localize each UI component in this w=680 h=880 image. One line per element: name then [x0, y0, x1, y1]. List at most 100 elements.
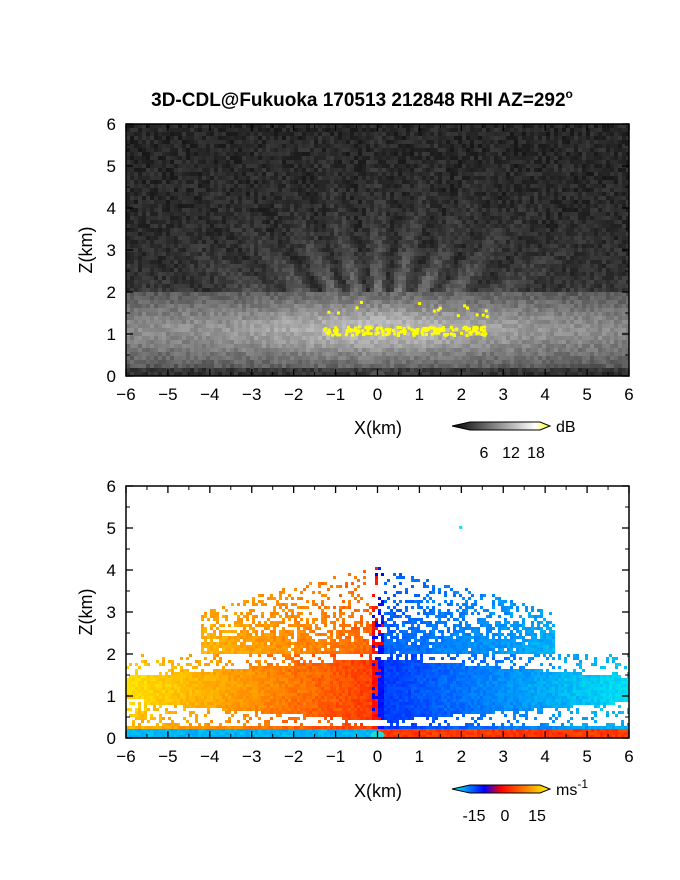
top-heatmap-cell: [414, 176, 418, 180]
top-heatmap-cell: [550, 152, 554, 156]
top-heatmap-cell: [326, 244, 330, 248]
top-heatmap-cell: [374, 224, 378, 228]
top-heatmap-cell: [394, 180, 398, 184]
top-heatmap-cell: [486, 244, 490, 248]
top-heatmap-cell: [618, 168, 622, 172]
top-heatmap-cell: [602, 188, 606, 192]
top-heatmap-cell: [382, 200, 386, 204]
top-heatmap-cell: [582, 220, 586, 224]
top-heatmap-cell: [550, 184, 554, 188]
top-heatmap-cell: [206, 180, 210, 184]
top-heatmap-cell: [214, 196, 218, 200]
top-heatmap-cell: [478, 252, 482, 256]
top-heatmap-cell: [322, 268, 326, 272]
top-heatmap-cell: [198, 228, 202, 232]
top-heatmap-cell: [542, 240, 546, 244]
top-heatmap-cell: [554, 168, 558, 172]
top-heatmap-cell: [430, 160, 434, 164]
top-heatmap-cell: [186, 188, 190, 192]
top-heatmap-cell: [466, 160, 470, 164]
top-heatmap-cell: [394, 268, 398, 272]
top-heatmap-cell: [138, 124, 142, 128]
top-heatmap-cell: [494, 232, 498, 236]
top-heatmap-cell: [598, 184, 602, 188]
top-heatmap-cell: [326, 128, 330, 132]
top-heatmap-cell: [266, 260, 270, 264]
top-heatmap-cell: [146, 276, 150, 280]
top-heatmap-cell: [190, 228, 194, 232]
top-heatmap-cell: [438, 272, 442, 276]
top-heatmap-cell: [590, 136, 594, 140]
top-heatmap-cell: [146, 136, 150, 140]
top-heatmap-cell: [306, 132, 310, 136]
top-heatmap-cell: [430, 172, 434, 176]
top-heatmap-cell: [230, 188, 234, 192]
top-heatmap-cell: [178, 168, 182, 172]
top-heatmap-cell: [514, 176, 518, 180]
top-heatmap-cell: [562, 236, 566, 240]
top-heatmap-cell: [406, 188, 410, 192]
top-heatmap-cell: [534, 172, 538, 176]
top-heatmap-cell: [134, 204, 138, 208]
top-heatmap-cell: [298, 280, 302, 284]
top-heatmap-cell: [262, 252, 266, 256]
top-heatmap-cell: [278, 244, 282, 248]
top-heatmap-cell: [402, 180, 406, 184]
top-heatmap-cell: [590, 216, 594, 220]
top-heatmap-cell: [578, 124, 582, 128]
top-heatmap-cell: [242, 132, 246, 136]
top-heatmap-cell: [214, 144, 218, 148]
top-heatmap-cell: [418, 256, 422, 260]
top-heatmap-cell: [182, 176, 186, 180]
top-heatmap-cell: [222, 180, 226, 184]
top-heatmap-cell: [402, 164, 406, 168]
top-heatmap-cell: [330, 172, 334, 176]
top-heatmap-cell: [446, 184, 450, 188]
top-heatmap-cell: [570, 260, 574, 264]
top-heatmap-cell: [154, 132, 158, 136]
top-heatmap-cell: [166, 276, 170, 280]
top-heatmap-cell: [154, 220, 158, 224]
top-heatmap-cell: [302, 244, 306, 248]
top-heatmap-cell: [230, 232, 234, 236]
top-heatmap-cell: [498, 200, 502, 204]
top-heatmap-cell: [498, 232, 502, 236]
top-heatmap-cell: [206, 164, 210, 168]
top-heatmap-cell: [402, 256, 406, 260]
top-heatmap-cell: [194, 228, 198, 232]
top-heatmap-cell: [170, 144, 174, 148]
top-heatmap-cell: [274, 264, 278, 268]
top-heatmap-cell: [318, 144, 322, 148]
top-heatmap-cell: [362, 160, 366, 164]
top-heatmap-cell: [282, 264, 286, 268]
top-heatmap-cell: [486, 276, 490, 280]
top-heatmap-cell: [186, 244, 190, 248]
top-heatmap-cell: [602, 208, 606, 212]
top-heatmap-cell: [470, 144, 474, 148]
top-heatmap-cell: [142, 136, 146, 140]
top-heatmap-cell: [378, 228, 382, 232]
top-heatmap-cell: [538, 256, 542, 260]
top-heatmap-cell: [258, 244, 262, 248]
top-heatmap-cell: [178, 140, 182, 144]
top-heatmap-cell: [438, 188, 442, 192]
top-heatmap-cell: [514, 184, 518, 188]
top-heatmap-cell: [518, 232, 522, 236]
top-heatmap-cell: [474, 224, 478, 228]
top-heatmap-cell: [178, 192, 182, 196]
top-heatmap-cell: [270, 196, 274, 200]
top-heatmap-cell: [242, 268, 246, 272]
top-heatmap-cell: [342, 184, 346, 188]
top-heatmap-cell: [538, 228, 542, 232]
top-heatmap-cell: [430, 216, 434, 220]
top-heatmap-cell: [350, 216, 354, 220]
top-heatmap-cell: [602, 148, 606, 152]
top-heatmap-cell: [242, 272, 246, 276]
top-heatmap-cell: [270, 268, 274, 272]
top-heatmap-cell: [278, 256, 282, 260]
top-heatmap-cell: [402, 280, 406, 284]
top-heatmap-cell: [406, 176, 410, 180]
top-heatmap-cell: [610, 180, 614, 184]
top-heatmap-cell: [238, 268, 242, 272]
top-heatmap-cell: [322, 228, 326, 232]
